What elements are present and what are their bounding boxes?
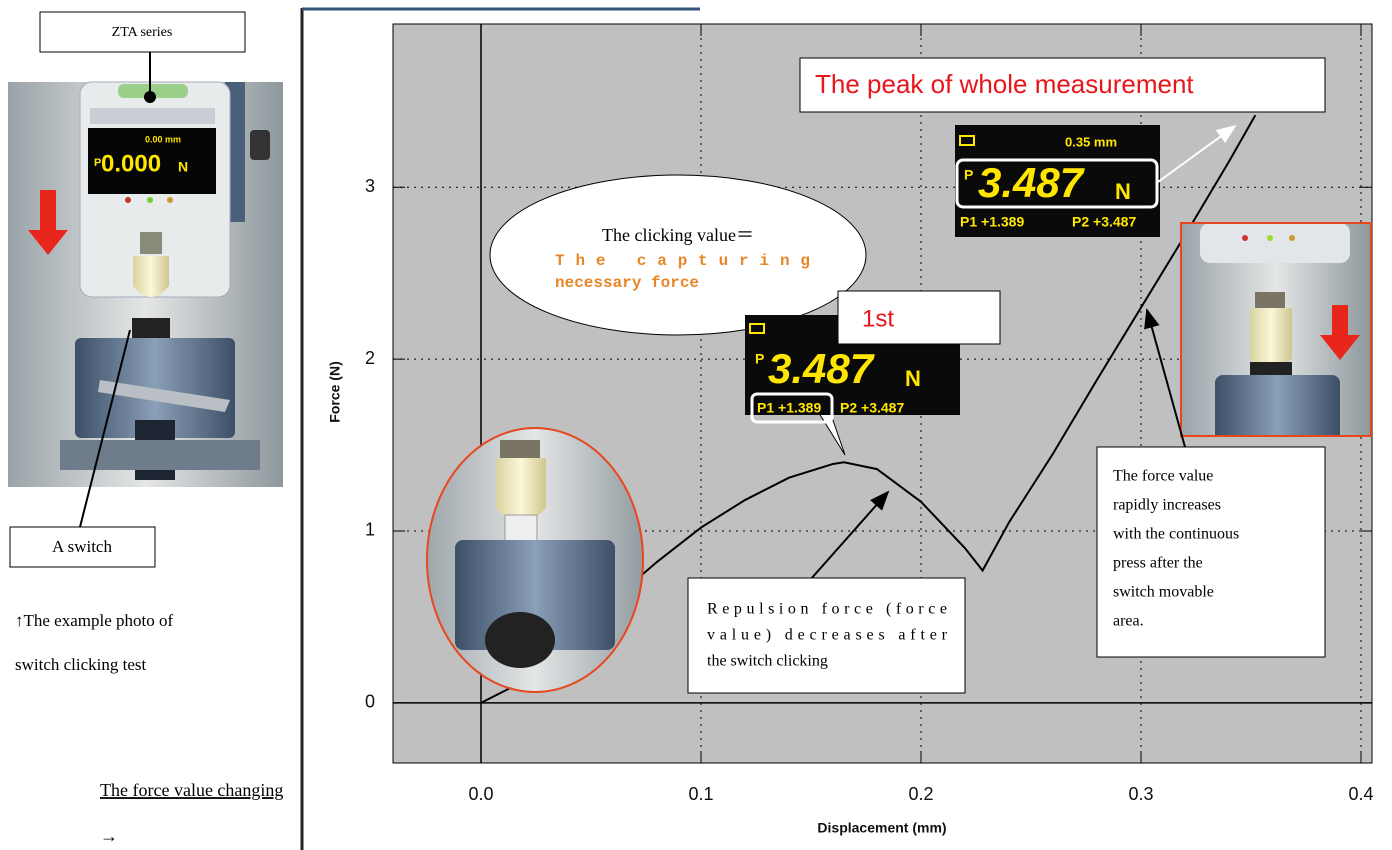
- lcd-reading: 0.000: [101, 150, 161, 177]
- bubble-text: The clicking value＝: [602, 225, 754, 245]
- display-unit: N: [905, 366, 921, 391]
- leader-dot: [144, 91, 156, 103]
- y-tick-label: 0: [365, 692, 375, 712]
- y-axis-title: Force (N): [327, 361, 343, 422]
- caption: switch clicking test: [15, 655, 147, 674]
- x-tick-label: 0.1: [688, 784, 713, 804]
- x-tick-label: 0.2: [908, 784, 933, 804]
- switch-label: A switch: [52, 537, 112, 556]
- note-text: the switch clicking: [707, 653, 828, 670]
- page: 0.00 mm P 0.000 N ZTA series A switch ↑T…: [0, 0, 1392, 850]
- display-p1: P1 +1.389: [960, 214, 1024, 230]
- y-tick-label: 3: [365, 176, 375, 196]
- y-tick-label: 2: [365, 348, 375, 368]
- note-text: with the continuous: [1113, 526, 1239, 543]
- device-photo: 0.00 mm P 0.000 N: [8, 82, 283, 487]
- bubble-highlight: necessary force: [555, 274, 699, 292]
- footer-arrow: →: [100, 826, 118, 846]
- display-distance: 0.35 mm: [1065, 134, 1117, 149]
- x-tick-label: 0.4: [1348, 784, 1373, 804]
- peak-label: The peak of whole measurement: [815, 69, 1194, 99]
- switch-photo: [1181, 223, 1371, 445]
- display-reading: 3.487: [768, 345, 875, 392]
- display-p2: P2 +3.487: [840, 400, 904, 416]
- note-text: area.: [1113, 613, 1144, 630]
- note-text: switch movable: [1113, 584, 1214, 601]
- device-label: ZTA series: [112, 25, 173, 40]
- display-reading: 3.487: [978, 159, 1085, 206]
- lcd-unit: N: [178, 159, 188, 175]
- note-text: rapidly increases: [1113, 497, 1221, 514]
- display-p2: P2 +3.487: [1072, 214, 1136, 230]
- note-text: The force value: [1113, 468, 1213, 485]
- caption: ↑The example photo of: [15, 611, 173, 630]
- y-tick-label: 1: [365, 520, 375, 540]
- x-axis-title: Displacement (mm): [817, 820, 946, 836]
- display-prefix: P: [755, 351, 764, 367]
- x-tick-label: 0.3: [1128, 784, 1153, 804]
- display: 0.35 mm P 3.487 N P1 +1.389 P2 +3.487: [955, 125, 1160, 237]
- first-label: 1st: [862, 305, 894, 332]
- footer-text: The force value changing: [100, 780, 283, 800]
- display-prefix: P: [964, 167, 973, 183]
- display-p1: P1 +1.389: [757, 400, 821, 416]
- lcd-distance: 0.00 mm: [145, 134, 181, 144]
- display-unit: N: [1115, 179, 1131, 204]
- x-tick-label: 0.0: [468, 784, 493, 804]
- note-text: press after the: [1113, 555, 1203, 572]
